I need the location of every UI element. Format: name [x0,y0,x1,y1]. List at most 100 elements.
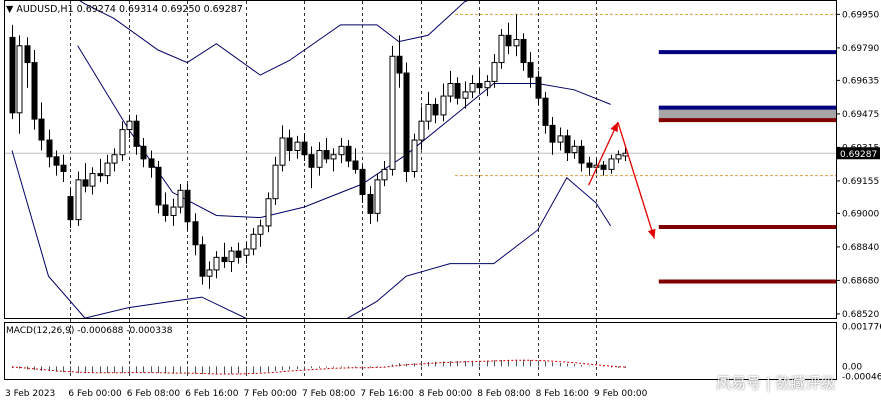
x-tick-label: 6 Feb 16:00 [185,389,239,399]
bear-candle [67,196,74,221]
x-tick-label: 7 Feb 16:00 [360,389,414,399]
bear-candle [155,166,162,206]
macd-scale-label: -0.000464 [842,373,881,383]
chart-menu-arrow-icon[interactable]: ▼ [6,4,14,15]
bull-candle [389,55,396,170]
bear-candle [301,141,308,156]
bull-candle [425,103,432,122]
bear-candle [24,45,31,64]
x-tick-label: 7 Feb 08:00 [302,389,356,399]
x-tick-label: 8 Feb 00:00 [419,389,473,399]
ohlc-values: 0.69274 0.69314 0.69250 0.69287 [76,4,243,15]
macd-signal-line [11,359,626,375]
bull-candle [374,179,381,214]
bull-candle [411,139,418,172]
y-tick-label: 0.69790 [842,44,879,54]
bull-candle [177,189,184,208]
forecast-arrow-head-1 [610,122,618,133]
macd-panel-frame [4,322,837,380]
bull-candle [206,269,213,277]
bull-candle [170,206,177,216]
bear-candle [564,135,571,154]
bear-candle [133,120,140,147]
bear-candle [38,118,45,141]
watermark: 凤易号 | 数藏评级 [716,374,836,392]
current-price-box [837,147,880,160]
bear-candle [184,189,191,223]
bear-candle [403,72,410,172]
y-tick-label: 0.69950 [842,10,879,20]
bull-candle [250,233,257,250]
forecast-arrow-head-2 [647,228,656,239]
bear-candle [359,168,366,196]
bull-candle [330,154,337,160]
bear-candle [352,160,359,170]
bull-candle [381,168,388,181]
bollinger-lower-band [11,150,612,318]
bull-candle [462,91,469,99]
bull-candle [615,154,622,160]
bear-candle [345,145,352,162]
macd-scale-label: 0.00 [842,362,862,372]
bear-candle [9,36,16,114]
forecast-arrow-line-2 [617,122,656,239]
bull-candle [89,173,96,187]
bear-candle [82,179,89,187]
current-price-label: 0.69287 [840,150,877,160]
bollinger-upper-band [79,1,468,76]
bear-candle [192,221,199,246]
y-tick-label: 0.69155 [842,177,879,187]
bear-candle [199,244,206,277]
y-tick-label: 0.68520 [842,310,879,320]
bull-candle [75,179,82,221]
bear-candle [476,83,483,89]
bull-candle [469,83,476,93]
bear-candle [162,204,169,216]
bull-candle [484,80,491,89]
y-tick-label: 0.69475 [842,110,879,120]
bear-candle [221,256,228,263]
bull-candle [338,145,345,156]
y-tick-label: 0.68840 [842,243,879,253]
bull-candle [557,135,564,143]
bull-candle [257,225,264,235]
bull-candle [104,162,111,177]
x-tick-label: 8 Feb 16:00 [536,389,590,399]
x-tick-label: 3 Feb 2023 [5,389,55,399]
forecast-arrow-line-1 [588,121,619,186]
bear-candle [235,250,242,258]
bull-candle [447,83,454,97]
bull-candle [243,248,250,256]
bull-candle [111,154,118,164]
price-panel-frame [4,0,837,319]
x-tick-label: 6 Feb 00:00 [68,389,122,399]
bull-candle [513,39,520,47]
bear-candle [549,124,556,143]
bull-candle [498,34,505,64]
bull-candle [272,164,279,200]
bull-candle [316,150,323,168]
bear-candle [578,145,585,164]
bear-candle [323,150,330,160]
bear-candle [367,194,374,214]
bull-candle [119,129,126,156]
x-tick-label: 6 Feb 08:00 [127,389,181,399]
x-tick-label: 8 Feb 08:00 [477,389,531,399]
bull-candle [608,158,615,170]
x-tick-label: 7 Feb 00:00 [244,389,298,399]
bear-candle [60,164,67,172]
chart-header: ▼ AUDUSD,H1 0.69274 0.69314 0.69250 0.69… [6,4,243,15]
bull-candle [16,45,23,114]
x-tick-label: 9 Feb 00:00 [594,389,648,399]
gray-resistance-zone [658,107,836,121]
symbol-timeframe: AUDUSD,H1 [16,4,74,15]
bull-candle [279,137,286,166]
bear-candle [505,34,512,47]
bull-candle [213,256,220,271]
bear-candle [46,139,53,158]
y-tick-label: 0.69635 [842,76,879,86]
bear-candle [53,156,60,166]
bear-candle [97,173,104,177]
bear-candle [140,145,147,160]
